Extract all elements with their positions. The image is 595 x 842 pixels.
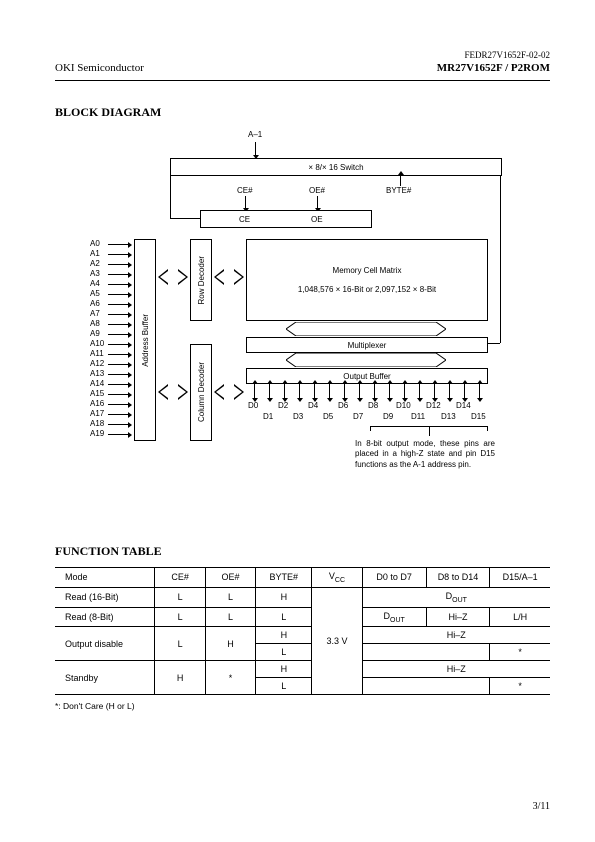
line — [429, 426, 430, 436]
multiplexer-box: Multiplexer — [246, 337, 488, 353]
th-vcc: VCC — [312, 568, 362, 588]
wide-bus-arrow — [286, 353, 446, 369]
arrow — [487, 343, 500, 344]
arrow — [255, 142, 256, 155]
th-d814: D8 to D14 — [426, 568, 490, 588]
wide-bus-arrow — [286, 322, 446, 338]
header-rule — [55, 80, 550, 81]
page-number: 3/11 — [533, 801, 550, 812]
part-number: MR27V1652F / P2ROM — [437, 62, 550, 74]
arrow — [317, 196, 318, 208]
line — [170, 218, 200, 219]
ce-oe-box: CE OE — [200, 210, 372, 228]
address-labels: A0A1A2A3A4A5A6A7A8A9A10A11A12A13A14A15A1… — [90, 239, 104, 439]
column-decoder-box: Column Decoder — [190, 344, 212, 441]
line — [170, 175, 171, 218]
memory-matrix-box: Memory Cell Matrix 1,048,576 × 16-Bit or… — [246, 239, 488, 321]
bus-arrow — [214, 384, 244, 400]
doc-id: FEDR27V1652F-02-02 — [55, 50, 550, 60]
table-row: Output disable L H H Hi–Z — [55, 627, 550, 644]
address-buffer-box: Address Buffer — [134, 239, 156, 441]
oe-hash-label: OE# — [309, 186, 325, 195]
th-ce: CE# — [155, 568, 205, 588]
line — [500, 175, 501, 343]
switch-box: × 8/× 16 Switch — [170, 158, 502, 176]
th-byte: BYTE# — [256, 568, 312, 588]
arrow — [400, 175, 401, 186]
th-d07: D0 to D7 — [362, 568, 426, 588]
section-block-diagram: BLOCK DIAGRAM — [55, 105, 550, 120]
row-decoder-box: Row Decoder — [190, 239, 212, 321]
bus-arrow — [158, 384, 188, 400]
bus-arrow — [214, 269, 244, 285]
section-function-table: FUNCTION TABLE — [55, 544, 550, 559]
block-diagram: A–1 × 8/× 16 Switch CE# OE# BYTE# CE OE … — [90, 134, 510, 484]
th-d15: D15/A–1 — [490, 568, 550, 588]
note-text: In 8-bit output mode, these pins are pla… — [355, 439, 495, 470]
table-row: Read (8-Bit) L L L DOUT Hi–Z L/H — [55, 607, 550, 627]
function-table: Mode CE# OE# BYTE# VCC D0 to D7 D8 to D1… — [55, 567, 550, 695]
byte-hash-label: BYTE# — [386, 186, 411, 195]
arrow — [245, 196, 246, 208]
table-row: Standby H * H Hi–Z — [55, 661, 550, 678]
th-oe: OE# — [205, 568, 255, 588]
a-minus1-label: A–1 — [248, 130, 262, 139]
company-name: OKI Semiconductor — [55, 62, 144, 74]
ce-hash-label: CE# — [237, 186, 253, 195]
bus-arrow — [158, 269, 188, 285]
table-row: Read (16-Bit) L L H 3.3 V DOUT — [55, 587, 550, 607]
th-mode: Mode — [55, 568, 155, 588]
footnote: *: Don't Care (H or L) — [55, 701, 550, 711]
